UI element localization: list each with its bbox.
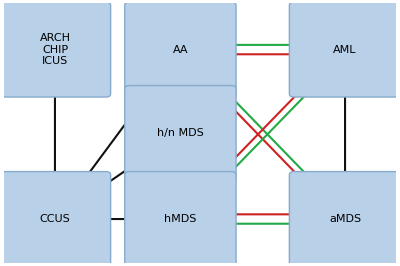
FancyBboxPatch shape	[0, 172, 111, 266]
Text: hMDS: hMDS	[164, 214, 196, 224]
FancyBboxPatch shape	[289, 2, 400, 97]
Text: h/n MDS: h/n MDS	[157, 128, 204, 138]
Text: ARCH
CHIP
ICUS: ARCH CHIP ICUS	[40, 33, 70, 66]
Text: AA: AA	[173, 45, 188, 55]
Text: aMDS: aMDS	[329, 214, 361, 224]
FancyBboxPatch shape	[289, 172, 400, 266]
FancyBboxPatch shape	[0, 2, 111, 97]
FancyBboxPatch shape	[125, 2, 236, 97]
FancyBboxPatch shape	[125, 86, 236, 180]
Text: CCUS: CCUS	[40, 214, 70, 224]
FancyBboxPatch shape	[125, 172, 236, 266]
Text: AML: AML	[333, 45, 357, 55]
